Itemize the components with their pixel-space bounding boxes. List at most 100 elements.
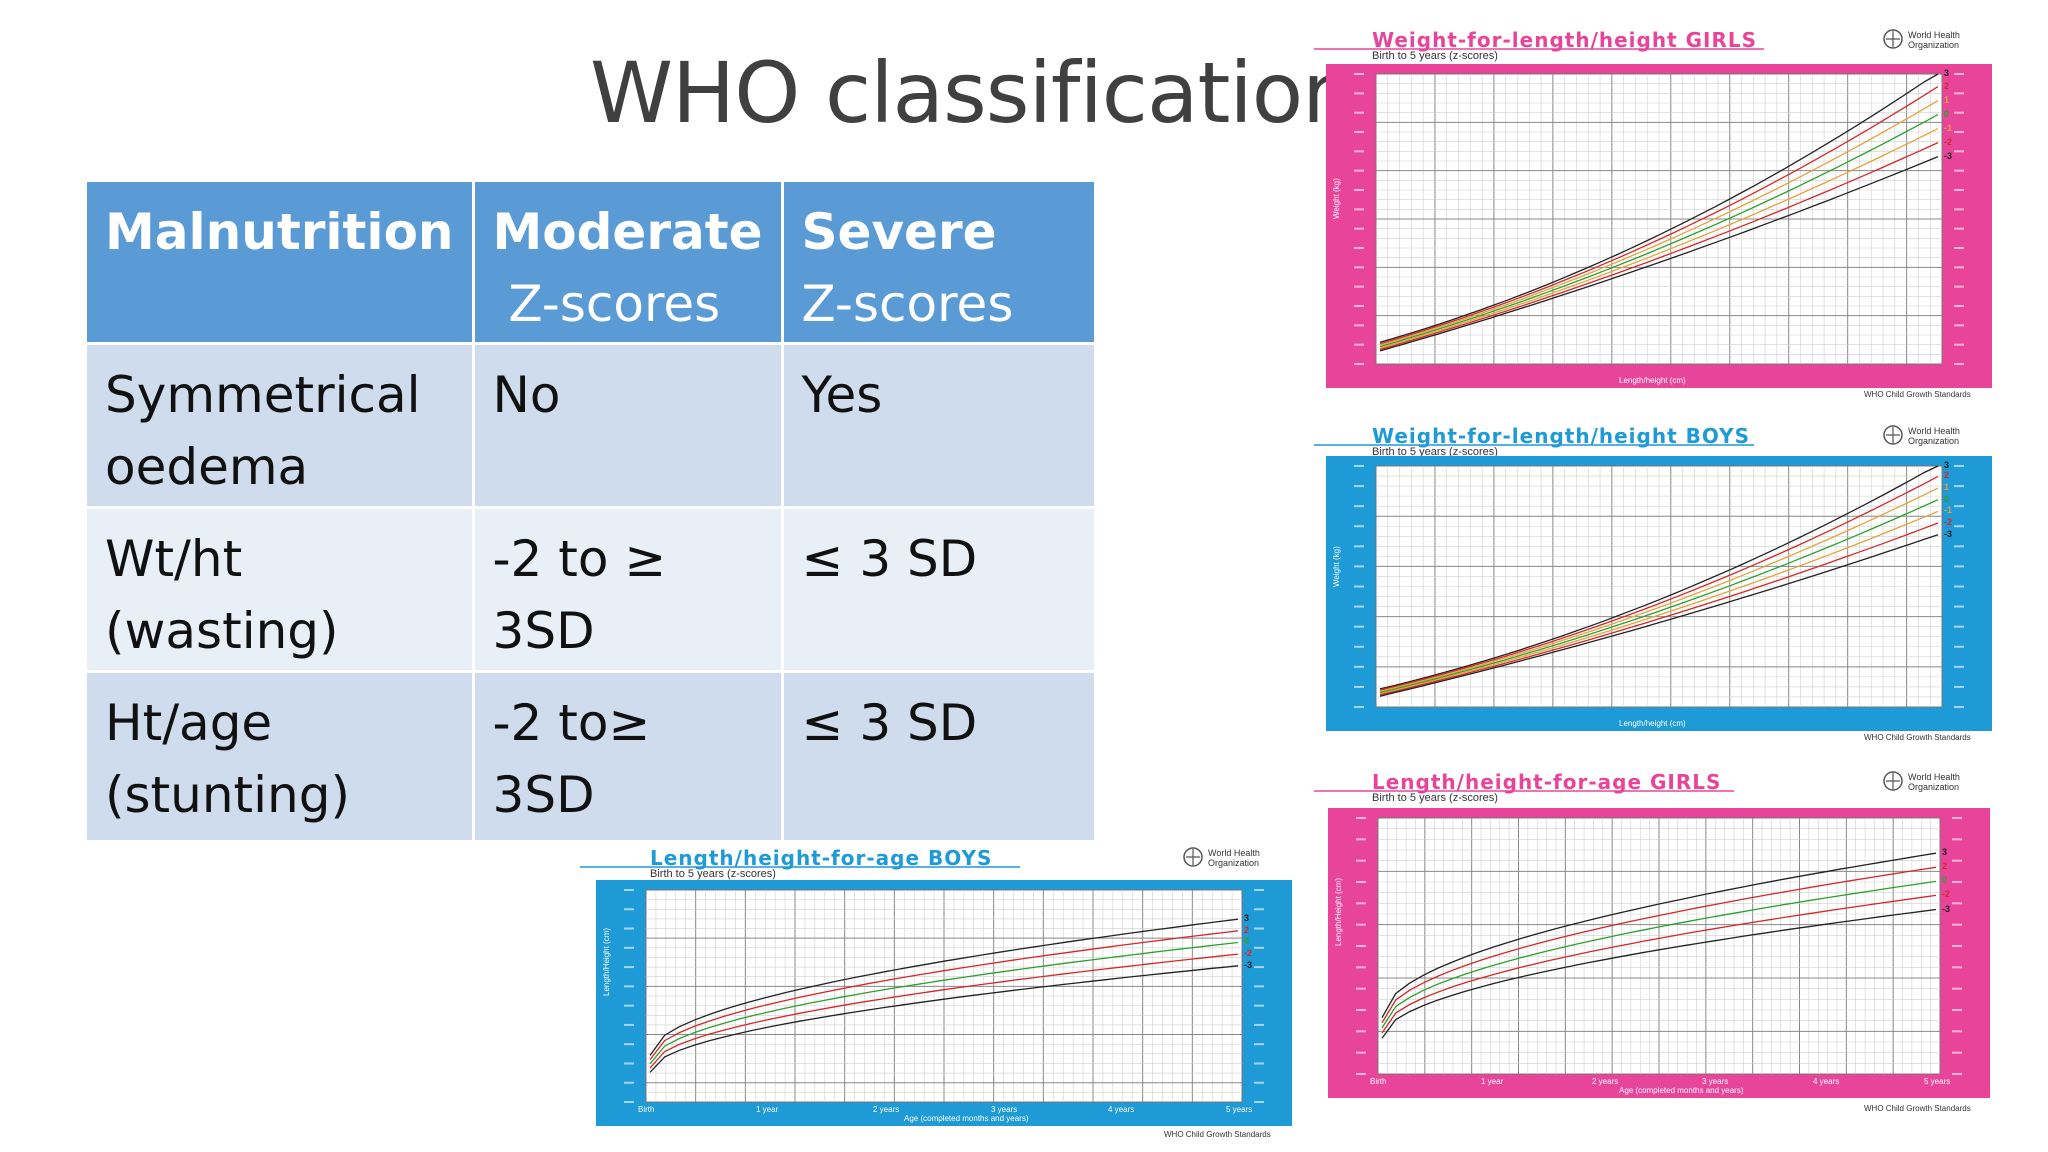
- row-label-line: Symmetrical: [105, 366, 421, 424]
- chart-boys-length-for-age: Length/height-for-age BOYS Birth to 5 yea…: [580, 842, 1304, 1142]
- zscore-label: -2: [1944, 137, 1953, 147]
- chart-standards-note: WHO Child Growth Standards: [1164, 1130, 1271, 1139]
- severe-cell: ≤ 3 SD: [780, 670, 1097, 843]
- zscore-label: -2: [1942, 889, 1951, 899]
- zscore-curve: [1379, 86, 1939, 345]
- who-emblem-icon: [1183, 847, 1203, 867]
- zscore-curve: [1381, 908, 1937, 1039]
- y-axis-label: Weight (kg): [1332, 178, 1341, 219]
- zscore-label: 1: [1944, 95, 1950, 105]
- row-label-line: oedema: [105, 438, 309, 496]
- row-label-cell: Symmetrical oedema: [84, 342, 475, 509]
- age-tick-label: 2 years: [873, 1105, 900, 1114]
- row-label-line: (stunting): [105, 766, 350, 824]
- age-tick-label: 5 years: [1226, 1105, 1253, 1114]
- zscore-curve: [649, 918, 1239, 1056]
- chart-subtitle: Birth to 5 years (z-scores): [1372, 792, 1498, 804]
- zscore-label: 0: [1944, 109, 1950, 119]
- chart-subtitle: Birth to 5 years (z-scores): [650, 868, 776, 880]
- row-label-cell: Ht/age (stunting): [84, 670, 475, 843]
- zscore-label: 2: [1942, 861, 1948, 871]
- zscore-label: 1: [1944, 482, 1950, 492]
- title-underline: [1314, 790, 1734, 792]
- zscore-curve: [1381, 880, 1937, 1029]
- slide-title: WHO classification: [590, 44, 1355, 142]
- title-underline: [580, 866, 1020, 868]
- row-label-line: Wt/ht: [105, 530, 243, 588]
- zscore-curve: [1379, 114, 1939, 348]
- who-emblem-icon: [1883, 771, 1903, 791]
- title-underline: [1314, 444, 1754, 446]
- zscore-label: 3: [1944, 68, 1950, 78]
- zscore-label: -3: [1944, 151, 1953, 161]
- who-emblem-icon: [1883, 29, 1903, 49]
- age-tick-label: Birth: [1370, 1077, 1387, 1086]
- chart-standards-note: WHO Child Growth Standards: [1864, 390, 1971, 399]
- table-row: Wt/ht (wasting) -2 to ≥ 3SD ≤ 3 SD: [84, 506, 1097, 673]
- x-axis-label: Length/height (cm): [1619, 719, 1686, 728]
- zscore-label: 2: [1244, 925, 1250, 935]
- who-emblem-icon: [1883, 425, 1903, 445]
- row-label-line: Ht/age: [105, 694, 273, 752]
- header-moderate: Moderate Z-scores: [471, 179, 784, 345]
- chart-girls-weight-for-length: Weight-for-length/height GIRLS Birth to 5…: [1314, 22, 2004, 402]
- zscore-curve: [649, 965, 1239, 1073]
- zscore-curve: [1379, 142, 1939, 351]
- zscore-curve: [1379, 499, 1939, 694]
- age-tick-label: 4 years: [1813, 1077, 1840, 1086]
- age-tick-label: 3 years: [1702, 1077, 1729, 1086]
- zscore-label: 3: [1244, 913, 1250, 923]
- chart-subtitle: Birth to 5 years (z-scores): [1372, 446, 1498, 458]
- chart-standards-note: WHO Child Growth Standards: [1864, 1104, 1971, 1113]
- header-severe-sub: Z-scores: [801, 275, 1014, 333]
- zscore-curve: [1379, 487, 1939, 692]
- severe-cell: ≤ 3 SD: [780, 506, 1097, 673]
- table-header-row: Malnutrition Moderate Z-scores Severe Z-…: [84, 179, 1097, 345]
- zscore-curve: [1381, 894, 1937, 1034]
- age-tick-label: 2 years: [1592, 1077, 1619, 1086]
- y-axis-label: Length/Height (cm): [1334, 877, 1343, 946]
- age-tick-label: 4 years: [1108, 1105, 1135, 1114]
- title-underline: [1314, 48, 1764, 50]
- table-row: Ht/age (stunting) -2 to≥ 3SD ≤ 3 SD: [84, 670, 1097, 843]
- zscore-label: -3: [1942, 904, 1951, 914]
- chart-plot-area: [1328, 808, 1990, 1098]
- zscore-curve: [1379, 465, 1939, 690]
- chart-subtitle: Birth to 5 years (z-scores): [1372, 50, 1498, 62]
- header-moderate-label: Moderate: [492, 203, 763, 261]
- chart-title: Weight-for-length/height BOYS: [1372, 424, 1751, 448]
- age-tick-label: 5 years: [1924, 1077, 1951, 1086]
- who-logo-text: World Health Organization: [1208, 848, 1260, 868]
- x-axis-label: Length/height (cm): [1619, 376, 1686, 385]
- zscore-label: -3: [1244, 960, 1253, 970]
- zscore-label: 3: [1944, 460, 1950, 470]
- row-label-line: (wasting): [105, 602, 339, 660]
- zscore-label: 0: [1944, 494, 1950, 504]
- classification-table: Malnutrition Moderate Z-scores Severe Z-…: [84, 179, 1097, 843]
- chart-boys-weight-for-length: Weight-for-length/height BOYS Birth to 5 …: [1314, 420, 2004, 745]
- who-logo-text: World Health Organization: [1908, 772, 1960, 792]
- zscore-curve: [1379, 128, 1939, 349]
- moderate-cell: -2 to≥ 3SD: [471, 670, 784, 843]
- chart-girls-length-for-age: Length/height-for-age GIRLS Birth to 5 ye…: [1314, 768, 2004, 1116]
- header-severe-label: Severe: [801, 203, 997, 261]
- zscore-label: 2: [1944, 470, 1950, 480]
- who-logo-text: World Health Organization: [1908, 426, 1960, 446]
- zscore-curve: [1381, 866, 1937, 1024]
- zscore-curve: [1381, 852, 1937, 1019]
- age-tick-label: 1 year: [756, 1105, 779, 1114]
- row-label-cell: Wt/ht (wasting): [84, 506, 475, 673]
- chart-title: Length/height-for-age BOYS: [650, 846, 993, 870]
- zscore-curve: [1379, 100, 1939, 346]
- y-axis-label: Weight (kg): [1332, 545, 1341, 587]
- x-axis-label: Age (completed months and years): [1619, 1086, 1744, 1095]
- age-tick-label: 3 years: [991, 1105, 1018, 1114]
- moderate-cell: No: [471, 342, 784, 509]
- x-axis-label: Age (completed months and years): [904, 1114, 1029, 1123]
- header-severe: Severe Z-scores: [780, 179, 1097, 345]
- zscore-curve: [649, 930, 1239, 1060]
- header-moderate-sub: Z-scores: [492, 275, 721, 333]
- zscore-curve: [1379, 510, 1939, 695]
- chart-plot-area: [1326, 64, 1992, 388]
- table-row: Symmetrical oedema No Yes: [84, 342, 1097, 509]
